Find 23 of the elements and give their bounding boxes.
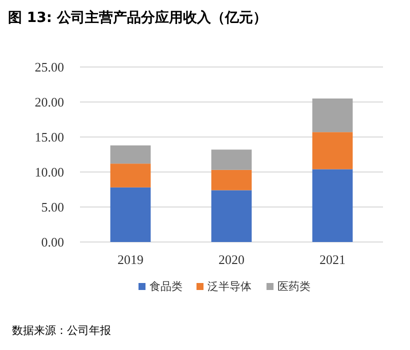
- y-tick-label: 0.00: [41, 234, 64, 250]
- bar: [110, 145, 151, 164]
- bar: [211, 170, 252, 190]
- x-tick-label: 2021: [320, 252, 346, 267]
- bar: [312, 98, 353, 132]
- chart-title: 图 13: 公司主营产品分应用收入（亿元）: [8, 9, 267, 26]
- legend-label: 医药类: [278, 280, 310, 293]
- bar: [312, 132, 353, 170]
- x-tick-label: 2019: [118, 252, 144, 267]
- bar: [312, 169, 353, 242]
- legend-label: 食品类: [150, 280, 182, 293]
- y-tick-label: 15.00: [34, 130, 64, 144]
- bar: [211, 190, 252, 242]
- y-tick-label: 5.00: [41, 200, 64, 214]
- source-note: 数据来源：公司年报: [12, 324, 111, 337]
- bar: [110, 187, 151, 242]
- bar: [110, 164, 151, 188]
- y-tick-label: 20.00: [34, 94, 64, 110]
- y-tick-label: 10.00: [34, 164, 64, 180]
- x-tick-label: 2020: [218, 252, 244, 267]
- legend-label: 泛半导体: [208, 280, 252, 293]
- y-tick-label: 25.00: [34, 60, 64, 74]
- bar: [211, 150, 252, 170]
